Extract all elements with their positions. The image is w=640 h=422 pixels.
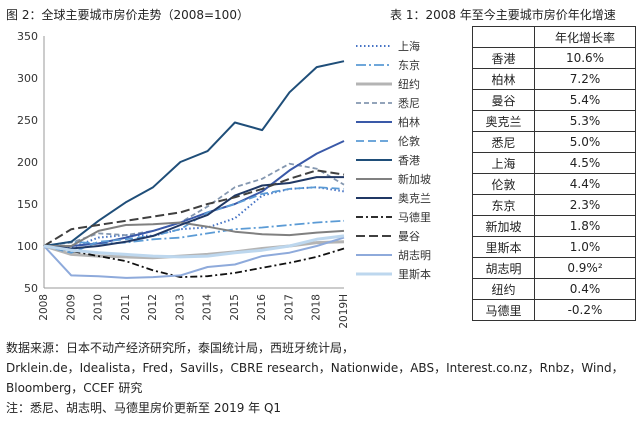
legend-label: 曼谷 bbox=[398, 230, 420, 243]
legend-label: 马德里 bbox=[398, 210, 431, 224]
city-cell: 柏林 bbox=[472, 68, 535, 90]
x-tick-label: 2011 bbox=[120, 294, 132, 321]
city-cell: 胡志明 bbox=[472, 257, 535, 279]
city-cell: 马德里 bbox=[472, 299, 535, 321]
legend-label: 纽约 bbox=[398, 77, 420, 91]
footnote: 注：悉尼、胡志明、马德里房价更新至 2019 年 Q1 bbox=[6, 401, 282, 415]
table-row: 奥克兰 5.3% bbox=[472, 110, 636, 132]
legend-label: 里斯本 bbox=[398, 267, 431, 281]
y-tick-label: 100 bbox=[17, 240, 38, 253]
rate-cell: 5.0% bbox=[534, 131, 636, 153]
series-line bbox=[43, 236, 345, 279]
x-tick-label: 2010 bbox=[93, 294, 105, 321]
y-tick-label: 350 bbox=[17, 30, 38, 43]
rate-cell: 7.2% bbox=[534, 68, 636, 90]
rate-cell: 0.9%² bbox=[534, 257, 636, 279]
city-cell: 香港 bbox=[472, 47, 535, 69]
legend-label: 上海 bbox=[398, 39, 420, 53]
rate-cell: 5.4% bbox=[534, 89, 636, 111]
rate-cell: 0.4% bbox=[534, 278, 636, 300]
x-tick-label: 2016 bbox=[256, 294, 268, 321]
y-tick-label: 250 bbox=[17, 114, 38, 127]
legend-label: 奥克兰 bbox=[398, 191, 431, 205]
table-row: 纽约 0.4% bbox=[472, 278, 636, 300]
table-row: 里斯本 1.0% bbox=[472, 236, 636, 258]
table-row: 东京 2.3% bbox=[472, 194, 636, 216]
legend-label: 悉尼 bbox=[398, 97, 420, 110]
x-tick-label: 2018 bbox=[311, 294, 323, 321]
table-row: 曼谷 5.4% bbox=[472, 89, 636, 111]
table-row: 胡志明 0.9%² bbox=[472, 257, 636, 279]
series-line bbox=[43, 60, 345, 247]
rate-cell: 2.3% bbox=[534, 194, 636, 216]
figure-title: 图 2：全球主要城市房价走势（2008=100） bbox=[6, 8, 249, 22]
legend-label: 东京 bbox=[398, 58, 420, 72]
rate-cell: 5.3% bbox=[534, 110, 636, 132]
series-line bbox=[43, 176, 344, 250]
table-row: 伦敦 4.4% bbox=[472, 173, 636, 195]
series-line bbox=[43, 245, 345, 279]
series-line bbox=[43, 186, 345, 249]
city-cell: 奥克兰 bbox=[472, 110, 535, 132]
rate-cell: -0.2% bbox=[534, 299, 636, 321]
y-tick-label: 50 bbox=[24, 282, 38, 295]
table-header-rate: 年化增长率 bbox=[534, 26, 636, 48]
source-notes: 数据来源：日本不动产经济研究所，泰国统计局，西班牙统计局， Drklein.de… bbox=[6, 338, 624, 418]
source-line: Bloomberg，CCEF 研究 bbox=[6, 381, 143, 395]
legend-label: 伦敦 bbox=[398, 134, 420, 148]
table-row: 新加坡 1.8% bbox=[472, 215, 636, 237]
rate-cell: 4.5% bbox=[534, 152, 636, 174]
series-line bbox=[43, 169, 345, 247]
x-tick-label: 2015 bbox=[229, 294, 241, 321]
x-tick-label: 2008 bbox=[38, 294, 50, 321]
legend-label: 新加坡 bbox=[398, 172, 431, 186]
city-cell: 里斯本 bbox=[472, 236, 535, 258]
source-line: 数据来源：日本不动产经济研究所，泰国统计局，西班牙统计局， bbox=[6, 341, 355, 355]
x-tick-label: 2013 bbox=[174, 294, 186, 321]
rate-cell: 1.0% bbox=[534, 236, 636, 258]
growth-rate-table: 年化增长率 香港 10.6% 柏林 7.2% 曼谷 5.4% 奥克兰 5.3% 悉尼 5.… bbox=[472, 26, 636, 321]
city-cell: 新加坡 bbox=[472, 215, 535, 237]
rate-cell: 4.4% bbox=[534, 173, 636, 195]
x-tick-label: 2014 bbox=[202, 294, 214, 321]
table-row: 悉尼 5.0% bbox=[472, 131, 636, 153]
series-line bbox=[43, 162, 345, 247]
table-row: 上海 4.5% bbox=[472, 152, 636, 174]
legend-label: 柏林 bbox=[398, 115, 420, 129]
rate-cell: 1.8% bbox=[534, 215, 636, 237]
city-cell: 东京 bbox=[472, 194, 535, 216]
y-tick-label: 200 bbox=[17, 156, 38, 169]
city-cell: 伦敦 bbox=[472, 173, 535, 195]
legend-label: 胡志明 bbox=[398, 248, 431, 262]
table-row: 香港 10.6% bbox=[472, 47, 636, 69]
city-cell: 悉尼 bbox=[472, 131, 535, 153]
legend-label: 香港 bbox=[398, 154, 420, 167]
table-header-city bbox=[472, 26, 535, 48]
x-tick-label: 2012 bbox=[147, 294, 159, 321]
y-tick-label: 150 bbox=[17, 198, 38, 211]
x-tick-label: 2019H bbox=[338, 294, 350, 329]
house-price-chart: 50 100 150 200 250 300 350 2008 2009 2010 2011 2012… bbox=[17, 30, 431, 329]
city-cell: 曼谷 bbox=[472, 89, 535, 111]
x-tick-label: 2009 bbox=[65, 294, 77, 321]
series-line bbox=[44, 221, 345, 247]
table-row: 柏林 7.2% bbox=[472, 68, 636, 90]
series-line bbox=[43, 234, 345, 259]
rate-cell: 10.6% bbox=[534, 47, 636, 69]
source-line: Drklein.de，Idealista，Fred，Savills，CBRE r… bbox=[6, 361, 624, 375]
city-cell: 纽约 bbox=[472, 278, 535, 300]
y-tick-label: 300 bbox=[17, 72, 38, 85]
city-cell: 上海 bbox=[472, 152, 535, 174]
table-row: 马德里 -0.2% bbox=[472, 299, 636, 321]
table-title: 表 1：2008 年至今主要城市房价年化增速 bbox=[390, 8, 616, 22]
x-tick-label: 2017 bbox=[283, 294, 295, 321]
